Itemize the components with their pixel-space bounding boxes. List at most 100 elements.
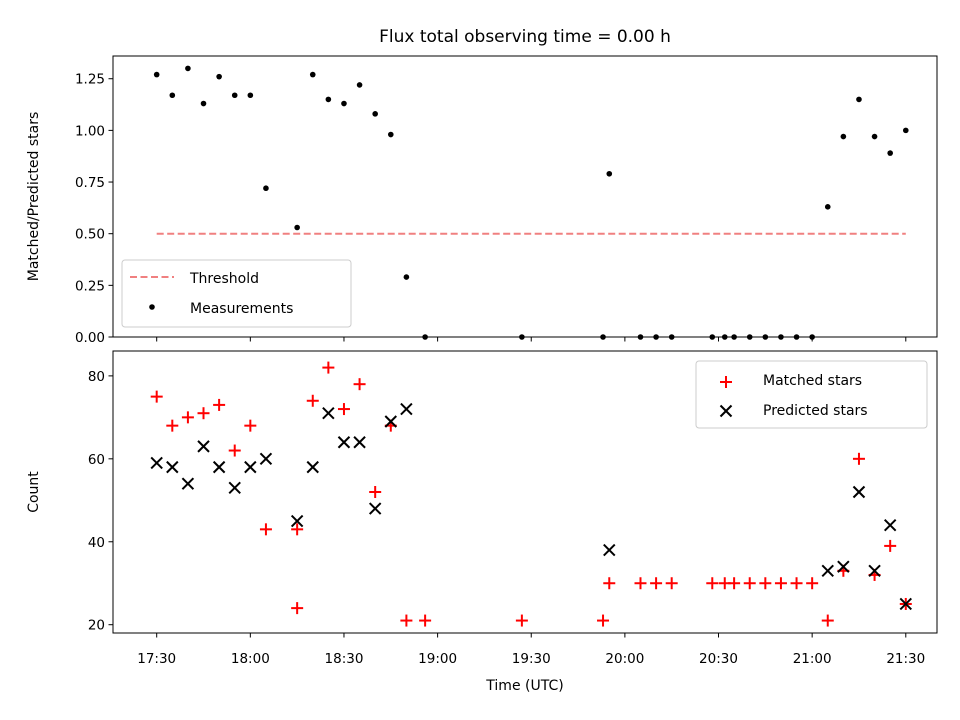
predicted-x-b xyxy=(306,460,319,474)
predicted-stars-point xyxy=(290,514,304,528)
top-legend-box xyxy=(121,259,352,328)
predicted-stars-point xyxy=(603,543,616,557)
matched-stars-point xyxy=(806,577,819,590)
measurement-point xyxy=(294,224,300,231)
bottom-xtick-label: 21:30 xyxy=(886,651,925,667)
predicted-stars-point xyxy=(883,518,897,532)
bottom-xtick-label: 21:00 xyxy=(793,651,832,667)
predicted-stars-point xyxy=(384,415,397,428)
bottom-axes-frame xyxy=(112,350,938,634)
top-legend: Threshold Measurements xyxy=(121,259,352,328)
measurement-point xyxy=(871,133,878,140)
measurement-point xyxy=(840,133,847,140)
measurement-point xyxy=(169,92,176,99)
predicted-x-b xyxy=(181,477,195,490)
matched-stars-point xyxy=(337,403,350,416)
predicted-x-b xyxy=(837,560,850,573)
predicted-stars-point xyxy=(899,597,912,611)
measurement-point xyxy=(887,150,893,156)
legend-threshold-label: Threshold xyxy=(189,271,259,287)
measurement-point xyxy=(247,92,254,99)
measurement-point xyxy=(372,111,378,117)
predicted-x-b xyxy=(868,564,881,578)
measurement-point xyxy=(653,334,659,340)
legend-predicted-swatch xyxy=(719,404,733,418)
measurement-point xyxy=(731,334,737,340)
predicted-x-b xyxy=(150,456,163,470)
matched-stars-point xyxy=(706,577,719,590)
top-ytick-label: 0.75 xyxy=(75,175,105,191)
bottom-xtick-label: 19:30 xyxy=(512,651,551,667)
bottom-xtick-label: 19:00 xyxy=(418,651,457,667)
bottom-xtick-label: 18:30 xyxy=(325,651,364,667)
predicted-stars-point xyxy=(322,406,335,420)
bottom-ylabel: Count xyxy=(26,471,42,513)
matched-stars-point xyxy=(790,577,803,590)
predicted-x-b xyxy=(166,460,179,474)
measurement-point xyxy=(809,334,815,340)
predicted-stars-point xyxy=(837,560,850,573)
predicted-stars-point xyxy=(197,440,210,453)
legend-measurements-label: Measurements xyxy=(190,301,293,317)
predicted-stars-point xyxy=(852,485,866,499)
bottom-xlabel: Time (UTC) xyxy=(485,678,563,694)
predicted-x-b xyxy=(852,485,866,499)
matched-stars-point xyxy=(634,577,647,590)
matched-stars-point xyxy=(884,539,897,552)
measurement-point xyxy=(778,334,784,340)
measurement-point xyxy=(231,92,238,99)
predicted-x-b xyxy=(228,481,241,495)
matched-stars-point xyxy=(197,407,210,420)
bottom-xtick-label: 20:00 xyxy=(605,651,644,667)
measurement-point xyxy=(709,334,716,340)
measurement-point xyxy=(325,96,332,103)
measurement-point xyxy=(902,127,909,134)
measurement-point xyxy=(746,334,753,340)
matched-stars-point xyxy=(166,419,179,432)
predicted-stars-point xyxy=(259,452,273,466)
matched-stars-point xyxy=(150,390,163,403)
matched-stars-point xyxy=(259,523,272,536)
matched-stars-point xyxy=(665,577,678,590)
predicted-x-b xyxy=(337,436,351,449)
measurement-point xyxy=(793,334,800,340)
bottom-ytick-label: 80 xyxy=(88,369,105,385)
predicted-x-b xyxy=(197,440,210,453)
measurement-point xyxy=(356,82,363,88)
matched-stars-point xyxy=(774,577,787,590)
measurement-point xyxy=(668,334,675,340)
top-ytick-label: 1.00 xyxy=(75,123,105,139)
legend-matched-label: Matched stars xyxy=(763,373,862,389)
matched-stars-point xyxy=(743,577,756,590)
bottom-legend-box xyxy=(695,360,928,429)
bottom-legend: Matched stars Predicted stars xyxy=(695,360,928,429)
bottom-ytick-label: 60 xyxy=(88,452,105,468)
predicted-x-b xyxy=(353,436,366,449)
predicted-x-b xyxy=(322,406,335,420)
measurement-point xyxy=(263,185,269,192)
bottom-ytick-label: 20 xyxy=(88,618,105,634)
bottom-ytick-label: 40 xyxy=(88,535,105,551)
measurement-point xyxy=(856,96,862,103)
matched-stars-point xyxy=(181,411,194,424)
predicted-stars-point xyxy=(166,460,179,474)
matched-stars-point xyxy=(353,378,366,391)
matched-stars-point xyxy=(306,394,319,407)
measurement-point xyxy=(309,71,316,78)
measurement-point xyxy=(422,334,428,340)
bottom-xtick-label: 17:30 xyxy=(137,651,176,667)
top-ytick-label: 1.25 xyxy=(75,72,105,88)
legend-measurements-swatch xyxy=(149,304,155,310)
top-panel: 0.00 0.25 0.50 0.75 1.00 1.25 Matched/Predicte… xyxy=(26,55,938,346)
measurement-point xyxy=(606,170,613,177)
predicted-x-b xyxy=(259,452,273,466)
predicted-stars-point xyxy=(212,460,226,474)
measurement-point xyxy=(762,334,769,340)
top-ytick-label: 0.25 xyxy=(75,278,105,294)
bottom-xtick-label: 20:30 xyxy=(699,651,738,667)
matched-stars-point xyxy=(821,614,834,627)
matched-stars-point xyxy=(759,577,772,590)
bottom-xtick-label: 18:00 xyxy=(231,651,270,667)
predicted-x-b xyxy=(603,543,616,557)
top-ytick-label: 0.50 xyxy=(75,227,105,243)
